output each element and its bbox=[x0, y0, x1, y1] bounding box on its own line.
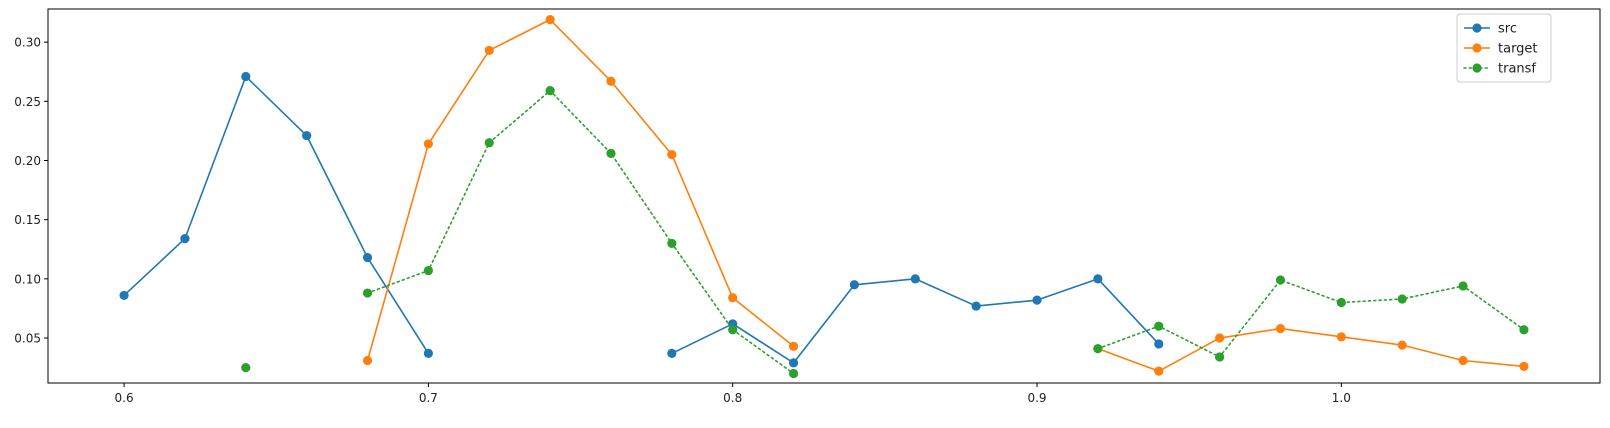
series-target bbox=[362, 15, 1529, 376]
data-point-target bbox=[484, 45, 494, 56]
series-line-transf bbox=[1097, 279, 1525, 358]
data-point-src bbox=[180, 234, 190, 244]
data-point-target bbox=[1275, 323, 1286, 334]
data-point-target bbox=[1215, 333, 1225, 343]
series-line-target bbox=[366, 18, 795, 361]
x-tick-label: 0.8 bbox=[723, 391, 742, 405]
data-point-src bbox=[1032, 295, 1042, 305]
data-point-src bbox=[971, 301, 981, 311]
legend-entry-src: src bbox=[1464, 22, 1517, 37]
data-point-target bbox=[545, 15, 555, 25]
data-point-transf bbox=[788, 368, 799, 379]
series-src bbox=[119, 71, 1164, 368]
data-point-transf bbox=[1275, 275, 1286, 285]
y-tick-label: 0.30 bbox=[14, 36, 41, 50]
y-tick-label: 0.15 bbox=[14, 213, 41, 227]
data-point-src bbox=[910, 274, 920, 284]
y-tick-label: 0.10 bbox=[14, 272, 41, 286]
axes-frame bbox=[47, 8, 1601, 384]
x-tick-label: 0.7 bbox=[419, 391, 438, 405]
data-point-target bbox=[423, 139, 433, 149]
data-point-src bbox=[849, 280, 860, 290]
y-tick-label: 0.25 bbox=[14, 95, 41, 109]
legend-label-src: src bbox=[1498, 22, 1517, 37]
legend-marker-target bbox=[1472, 43, 1482, 53]
data-point-transf bbox=[1215, 352, 1225, 362]
data-point-target bbox=[1397, 340, 1407, 350]
legend-box bbox=[1456, 13, 1552, 83]
legend-entry-target: target bbox=[1464, 42, 1538, 57]
x-tick-label: 1.0 bbox=[1332, 391, 1351, 405]
data-point-transf bbox=[606, 148, 616, 158]
x-tick-label: 0.6 bbox=[115, 391, 134, 405]
data-point-target bbox=[1336, 332, 1346, 342]
data-point-target bbox=[1154, 366, 1164, 376]
data-point-transf bbox=[1519, 325, 1529, 335]
data-point-transf bbox=[1093, 344, 1103, 354]
data-point-transf bbox=[362, 288, 373, 298]
x-tick-label: 0.9 bbox=[1027, 391, 1046, 405]
plot-area bbox=[119, 15, 1529, 379]
data-point-src bbox=[1154, 339, 1164, 349]
data-point-src bbox=[1093, 274, 1103, 284]
series-line-target bbox=[1097, 327, 1524, 372]
legend-label-target: target bbox=[1498, 42, 1538, 57]
data-point-target bbox=[788, 341, 799, 351]
legend-entry-transf: transf bbox=[1463, 62, 1536, 77]
y-tick-label: 0.20 bbox=[14, 154, 41, 168]
data-point-transf bbox=[667, 238, 677, 248]
data-point-src bbox=[788, 358, 799, 368]
data-point-transf bbox=[728, 325, 738, 335]
data-point-transf bbox=[1336, 297, 1346, 308]
legend-marker-transf bbox=[1472, 63, 1482, 73]
data-point-src bbox=[119, 290, 129, 301]
series-line-src bbox=[123, 75, 430, 354]
legend-marker-src bbox=[1472, 23, 1482, 33]
legend-label-transf: transf bbox=[1498, 62, 1536, 77]
series-line-transf bbox=[366, 89, 795, 375]
data-point-target bbox=[362, 355, 373, 366]
data-point-src bbox=[423, 348, 433, 359]
data-point-transf bbox=[1458, 281, 1468, 291]
data-point-transf bbox=[484, 138, 494, 148]
data-point-target bbox=[1519, 361, 1529, 372]
data-point-src bbox=[241, 71, 251, 82]
data-point-transf bbox=[423, 265, 433, 276]
data-point-target bbox=[667, 149, 677, 160]
series-transf bbox=[241, 86, 1529, 379]
data-point-transf bbox=[545, 86, 555, 96]
data-point-src bbox=[302, 131, 312, 141]
legend: src target transf bbox=[1456, 13, 1552, 83]
data-point-target bbox=[728, 293, 738, 303]
data-point-target bbox=[606, 76, 616, 86]
axes: 0.6 0.7 0.8 0.9 1.0 0.05 0.10 0.15 0.20 0.25 0.30 bbox=[14, 8, 1601, 405]
data-point-target bbox=[1458, 355, 1468, 366]
y-tick-label: 0.05 bbox=[14, 332, 41, 346]
data-point-src bbox=[362, 252, 373, 263]
data-point-transf bbox=[1154, 321, 1164, 331]
data-point-src bbox=[667, 348, 677, 359]
data-point-transf bbox=[1397, 294, 1407, 304]
data-point-transf bbox=[241, 363, 251, 373]
